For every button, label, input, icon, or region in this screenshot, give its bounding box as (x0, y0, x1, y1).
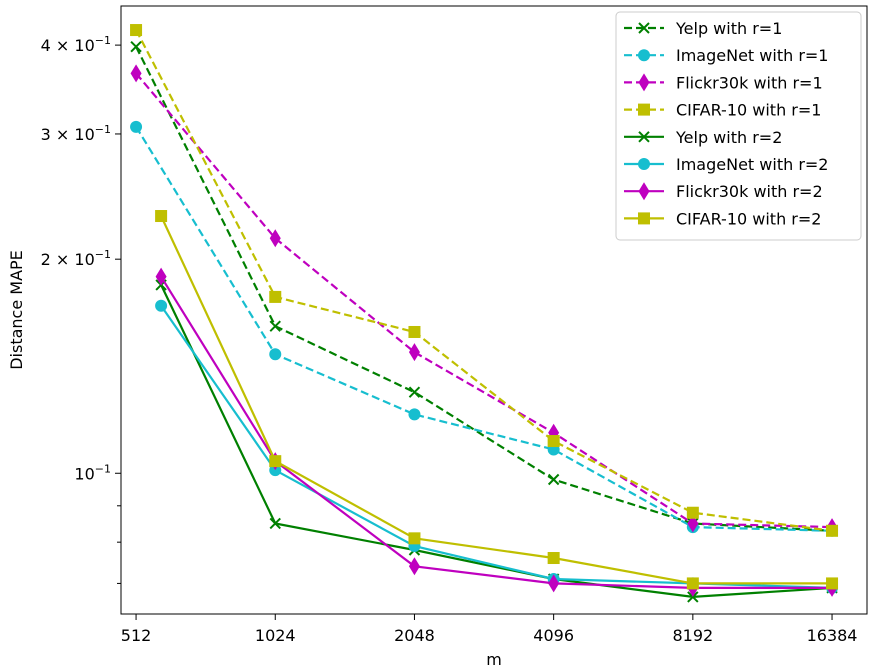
series-8 (155, 210, 839, 590)
series-line (135, 72, 833, 529)
series-line (160, 305, 833, 589)
legend-item: Flickr30k with r=2 (624, 182, 823, 201)
data-point (269, 464, 282, 477)
y-axis-label: Distance MAPE (7, 250, 26, 370)
x-tick-label: 8192 (672, 626, 713, 645)
legend-marker (638, 103, 650, 116)
series-layer (130, 24, 839, 603)
data-point (826, 524, 839, 537)
data-point (687, 591, 699, 603)
data-point (269, 290, 282, 303)
legend-label: CIFAR-10 with r=2 (676, 209, 821, 228)
x-axis: 512 1024 2048 4096 8192 16384 (121, 614, 858, 645)
legend-label: ImageNet with r=2 (676, 155, 828, 174)
x-tick-label: 2048 (394, 626, 435, 645)
data-point (686, 506, 699, 519)
series-line (160, 276, 832, 590)
data-point (547, 552, 560, 565)
series-line (160, 284, 833, 599)
legend-marker (638, 73, 650, 92)
series-4 (130, 24, 839, 537)
series-line (135, 29, 833, 532)
legend-item: ImageNet with r=1 (624, 46, 828, 65)
data-point (155, 267, 167, 286)
data-point (130, 40, 142, 53)
data-point (408, 408, 421, 421)
legend-marker (638, 182, 650, 201)
legend-label: Flickr30k with r=1 (676, 73, 823, 92)
legend-label: Yelp with r=2 (675, 128, 782, 147)
legend-label: ImageNet with r=1 (676, 46, 828, 65)
data-point (269, 348, 282, 361)
data-point (547, 473, 560, 486)
data-point (408, 532, 421, 545)
x-tick-label: 4096 (533, 626, 574, 645)
legend-item: ImageNet with r=2 (624, 155, 828, 174)
data-point (130, 120, 143, 133)
data-point (155, 299, 168, 312)
x-tick-label: 512 (121, 626, 152, 645)
y-tick-label: 4 × 10−1 (41, 34, 111, 55)
data-point (548, 574, 560, 593)
data-point (408, 343, 420, 362)
legend-marker (638, 212, 650, 225)
series-7 (155, 267, 838, 597)
data-point (547, 435, 560, 448)
legend-marker (638, 22, 650, 34)
data-point (130, 64, 142, 83)
x-axis-label: m (486, 650, 502, 669)
legend: Yelp with r=1 ImageNet with r=1 Flickr30k … (615, 11, 862, 241)
y-tick-label: 2 × 10−1 (41, 248, 111, 269)
data-point (269, 517, 281, 530)
x-tick-label: 1024 (255, 626, 296, 645)
y-tick-label: 3 × 10−1 (41, 123, 111, 144)
series-line (135, 126, 833, 532)
legend-label: Yelp with r=1 (675, 19, 782, 38)
legend-box (615, 11, 862, 241)
data-point (686, 577, 699, 590)
series-line (160, 215, 832, 585)
data-point (826, 577, 839, 590)
data-point (269, 320, 281, 332)
legend-label: CIFAR-10 with r=1 (676, 101, 821, 120)
legend-marker (638, 158, 650, 170)
data-point (408, 325, 421, 338)
plot-frame (120, 5, 868, 615)
y-tick-label: 10−1 (74, 462, 111, 483)
legend-item: Yelp with r=1 (624, 19, 782, 38)
data-point (155, 210, 168, 223)
data-point (408, 557, 420, 576)
legend-marker (638, 49, 650, 62)
x-tick-label: 16384 (807, 626, 858, 645)
data-point (408, 386, 421, 398)
data-point (687, 514, 699, 533)
legend-item: CIFAR-10 with r=2 (624, 209, 821, 228)
legend-label: Flickr30k with r=2 (676, 182, 823, 201)
legend-item: Yelp with r=2 (624, 128, 782, 147)
legend-item: Flickr30k with r=1 (624, 73, 823, 92)
legend-item: CIFAR-10 with r=1 (624, 101, 821, 120)
legend-marker (638, 131, 650, 143)
data-point (269, 455, 282, 468)
y-axis: 10−1 2 × 10−1 3 × 10−1 4 × 10−1 (41, 34, 121, 584)
data-point (130, 24, 143, 37)
data-point (269, 229, 281, 248)
